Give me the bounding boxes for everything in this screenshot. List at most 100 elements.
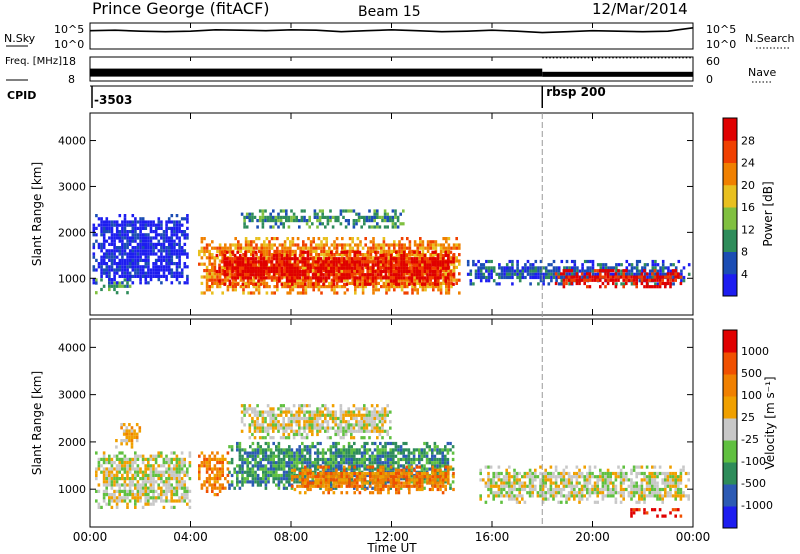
heatmap-cell-3	[425, 451, 429, 455]
heatmap-cell-2	[200, 451, 204, 455]
heatmap-cell-3	[415, 263, 419, 267]
heatmap-cell-0	[118, 496, 121, 500]
heatmap-cell-3	[317, 282, 320, 286]
heatmap-cell-1	[134, 236, 137, 240]
heatmap-cell-2	[328, 249, 331, 253]
heatmap-cell-3	[447, 263, 450, 267]
heatmap-cell-1	[144, 265, 148, 269]
heatmap-cell-4	[356, 475, 359, 479]
heatmap-cell-2	[432, 243, 435, 247]
heatmap-cell-2	[382, 285, 386, 289]
heatmap-cell-1	[130, 432, 134, 436]
heatmap-cell-3	[280, 257, 284, 261]
heatmap-cell-1	[136, 255, 140, 259]
heatmap-cell-3	[444, 279, 447, 283]
heatmap-cell-5	[581, 263, 584, 267]
heatmap-cell-4	[291, 478, 294, 482]
heatmap-cell-4	[374, 487, 377, 492]
heatmap-cell-3	[324, 276, 328, 280]
heatmap-cell-3	[449, 467, 452, 471]
heatmap-cell-3	[280, 480, 283, 484]
heatmap-cell-2	[229, 275, 232, 279]
heatmap-cell-0	[183, 493, 186, 497]
heatmap-cell-0	[136, 489, 140, 493]
heatmap-cell-2	[393, 281, 396, 285]
heatmap-cell-0	[121, 461, 124, 465]
heatmap-cell-1	[186, 274, 189, 278]
heatmap-cell-4	[379, 487, 382, 492]
heatmap-cell-3	[415, 448, 418, 452]
heatmap-cell-5	[518, 272, 522, 276]
heatmap-cell-3	[259, 253, 263, 258]
heatmap-cell-1	[115, 268, 119, 272]
heatmap-cell-5	[547, 272, 551, 276]
heatmap-cell-3	[379, 451, 382, 455]
heatmap-cell-1	[186, 217, 189, 221]
heatmap-cell-0	[183, 457, 186, 461]
heatmap-cell-2	[408, 243, 412, 247]
power-colorbar-label: Power [dB]	[761, 181, 775, 246]
heatmap-cell-3	[254, 250, 258, 254]
heatmap-cell-2	[356, 278, 360, 282]
heatmap-cell-5	[539, 279, 543, 283]
heatmap-cell-3	[267, 445, 270, 449]
heatmap-cell-3	[322, 266, 325, 270]
heatmap-cell-2	[286, 281, 289, 285]
heatmap-cell-4	[340, 475, 343, 479]
heatmap-cell-3	[282, 477, 286, 481]
heatmap-cell-2	[387, 256, 391, 260]
heatmap-cell-3	[436, 253, 440, 258]
heatmap-cell-0	[162, 461, 166, 465]
heatmap-cell-2	[291, 243, 295, 247]
heatmap-cell-1	[144, 246, 148, 250]
heatmap-cell-2	[328, 281, 331, 285]
heatmap-cell-1	[154, 258, 158, 262]
heatmap-cell-2	[205, 464, 209, 468]
heatmap-cell-2	[439, 265, 443, 269]
heatmap-cell-3	[384, 480, 387, 484]
heatmap-cell-1	[149, 239, 153, 243]
heatmap-cell-5	[612, 266, 616, 270]
heatmap-cell-1	[121, 230, 124, 234]
heatmap-cell-0	[173, 499, 176, 503]
heatmap-cell-3	[423, 451, 426, 455]
heatmap-cell-2	[304, 265, 308, 269]
heatmap-cell-3	[301, 250, 304, 254]
heatmap-cell-0	[121, 489, 124, 493]
heatmap-cell-3	[291, 269, 294, 274]
heatmap-cell-2	[296, 243, 300, 247]
heatmap-cell-4	[334, 219, 337, 223]
heatmap-cell-2	[377, 288, 380, 292]
heatmap-cell-2	[445, 246, 448, 250]
heatmap-cell-3	[316, 457, 320, 462]
heatmap-cell-1	[121, 223, 124, 227]
heatmap-cell-3	[283, 263, 286, 267]
heatmap-cell-2	[406, 281, 409, 285]
heatmap-cell-0	[152, 499, 155, 503]
heatmap-cell-3	[327, 448, 330, 452]
heatmap-cell-4	[376, 468, 380, 472]
heatmap-cell-3	[298, 473, 301, 478]
heatmap-cell-1	[144, 236, 148, 240]
heatmap-cell-2	[351, 275, 354, 279]
heatmap-cell-2	[218, 477, 222, 481]
heatmap-cell-2	[213, 480, 217, 484]
heatmap-cell-3	[444, 250, 447, 254]
heatmap-cell-3	[421, 257, 424, 261]
heatmap-cell-4	[329, 215, 332, 219]
heatmap-cell-3	[259, 451, 262, 455]
heatmap-cell-5	[643, 272, 647, 276]
heatmap-cell-3	[382, 276, 385, 280]
heatmap-cell-0	[186, 467, 189, 471]
heatmap-cell-0	[126, 473, 129, 477]
heatmap-cell-2	[218, 243, 222, 247]
heatmap-cell-1	[115, 230, 119, 234]
heatmap-cell-0	[102, 284, 106, 288]
heatmap-cell-3	[267, 269, 271, 274]
heatmap-cell-6	[632, 281, 636, 286]
heatmap-cell-0	[126, 496, 129, 500]
heatmap-cell-3	[363, 263, 367, 267]
heatmap-cell-0	[180, 461, 184, 465]
heatmap-cell-2	[322, 285, 326, 289]
cpid-entry-2: rbsp 200	[546, 85, 605, 99]
